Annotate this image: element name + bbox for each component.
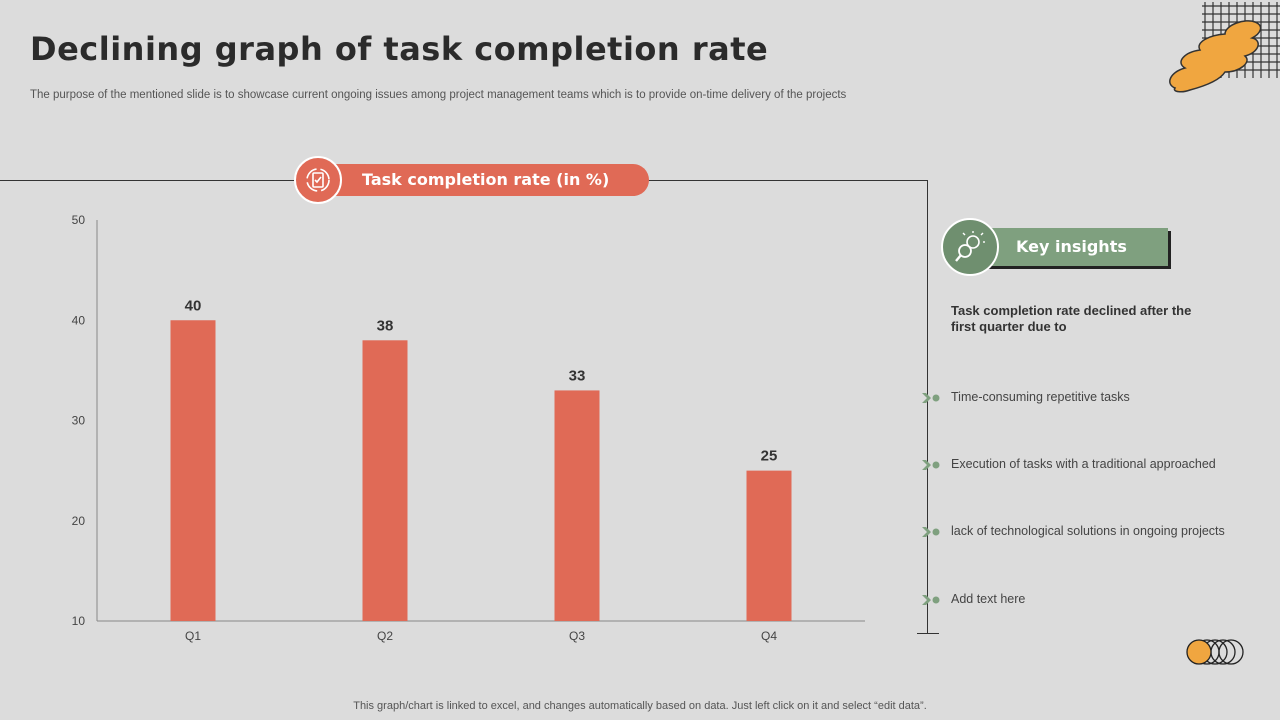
insights-heading: Task completion rate declined after the … xyxy=(951,303,1192,334)
slide-subtitle: The purpose of the mentioned slide is to… xyxy=(30,89,847,101)
chart-header-badge xyxy=(294,156,342,204)
x-tick-label: Q3 xyxy=(569,629,585,643)
frame-line-right xyxy=(648,180,928,181)
task-checklist-icon xyxy=(306,168,330,192)
y-tick-label: 20 xyxy=(72,514,86,528)
x-tick-label: Q2 xyxy=(377,629,393,643)
chevron-bullet-icon xyxy=(922,393,940,403)
bar-chart: 10 20 30 40 50 40 Q1 38 Q2 33 Q3 25 Q4 xyxy=(72,213,865,643)
chart-header-label: Task completion rate (in %) xyxy=(362,170,610,189)
frame-line-vertical xyxy=(927,180,928,634)
insights-header-label: Key insights xyxy=(1016,237,1127,256)
y-tick-label: 50 xyxy=(72,213,86,227)
bar xyxy=(170,320,216,621)
chart-header-pill: Task completion rate (in %) xyxy=(318,164,649,196)
bar xyxy=(362,340,408,621)
decorative-circles xyxy=(1186,639,1244,665)
footer-note: This graph/chart is linked to excel, and… xyxy=(353,700,927,712)
insights-header-badge xyxy=(941,218,999,276)
y-tick-label: 40 xyxy=(72,313,86,327)
decorative-grid-scribble xyxy=(1169,2,1280,93)
insight-text: lack of technological solutions in ongoi… xyxy=(951,524,1225,538)
insight-text: Execution of tasks with a traditional ap… xyxy=(951,457,1216,471)
lightbulb-magnifier-icon xyxy=(955,231,985,262)
data-label: 38 xyxy=(377,317,394,334)
slide-title: Declining graph of task completion rate xyxy=(30,30,769,68)
chevron-bullet-icon xyxy=(922,460,940,470)
insight-text: Time-consuming repetitive tasks xyxy=(951,390,1130,404)
bar xyxy=(554,390,600,621)
chevron-bullet-icon xyxy=(922,527,940,537)
insight-text: Add text here xyxy=(951,592,1026,606)
chevron-bullet-icon xyxy=(922,595,940,605)
y-tick-label: 10 xyxy=(72,614,86,628)
x-tick-label: Q4 xyxy=(761,629,777,643)
bar xyxy=(746,470,792,621)
data-label: 25 xyxy=(761,448,778,465)
data-label: 40 xyxy=(185,297,202,314)
x-tick-label: Q1 xyxy=(185,629,201,643)
frame-line-left xyxy=(0,180,300,181)
data-label: 33 xyxy=(569,367,586,384)
frame-line-tick xyxy=(917,633,939,634)
insights-header-pill: Key insights xyxy=(970,228,1168,266)
y-tick-label: 30 xyxy=(72,414,86,428)
